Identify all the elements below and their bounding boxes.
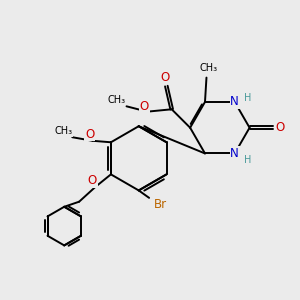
Text: CH₃: CH₃	[54, 126, 72, 136]
Text: CH₃: CH₃	[108, 95, 126, 105]
Text: O: O	[140, 100, 149, 113]
Text: CH₃: CH₃	[199, 63, 217, 73]
Text: O: O	[88, 174, 97, 188]
Text: N: N	[230, 147, 239, 160]
Text: O: O	[276, 121, 285, 134]
Text: O: O	[160, 71, 169, 84]
Text: Br: Br	[154, 198, 167, 211]
Text: N: N	[230, 95, 239, 109]
Text: H: H	[244, 93, 251, 103]
Text: O: O	[85, 128, 94, 141]
Text: H: H	[244, 155, 251, 165]
